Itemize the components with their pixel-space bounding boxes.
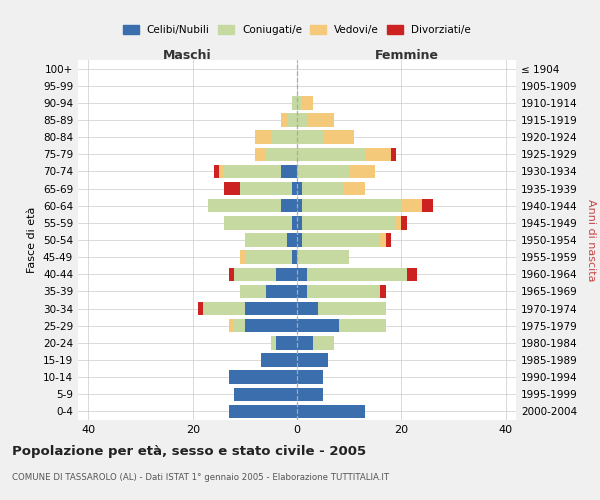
Y-axis label: Fasce di età: Fasce di età xyxy=(28,207,37,273)
Bar xyxy=(281,114,287,126)
Bar xyxy=(229,319,235,332)
Bar xyxy=(318,302,386,316)
Bar xyxy=(198,302,203,316)
Bar xyxy=(401,216,407,230)
Bar xyxy=(235,388,297,401)
Bar xyxy=(229,370,297,384)
Bar xyxy=(266,148,297,161)
Bar xyxy=(245,250,292,264)
Bar xyxy=(297,216,302,230)
Bar xyxy=(287,234,297,246)
Bar xyxy=(349,164,375,178)
Bar xyxy=(302,199,401,212)
Bar xyxy=(297,284,307,298)
Bar xyxy=(229,268,235,281)
Bar xyxy=(313,336,334,349)
Bar xyxy=(297,114,307,126)
Bar xyxy=(307,114,334,126)
Bar xyxy=(224,182,239,196)
Bar xyxy=(235,268,276,281)
Bar xyxy=(203,302,245,316)
Bar xyxy=(297,250,349,264)
Bar xyxy=(297,319,339,332)
Bar xyxy=(292,250,297,264)
Bar xyxy=(292,216,297,230)
Bar xyxy=(276,336,297,349)
Text: COMUNE DI TASSAROLO (AL) - Dati ISTAT 1° gennaio 2005 - Elaborazione TUTTITALIA.: COMUNE DI TASSAROLO (AL) - Dati ISTAT 1°… xyxy=(12,472,389,482)
Bar xyxy=(297,96,302,110)
Bar xyxy=(297,370,323,384)
Bar xyxy=(380,284,386,298)
Bar xyxy=(302,96,313,110)
Bar xyxy=(297,234,302,246)
Bar xyxy=(245,234,287,246)
Text: Femmine: Femmine xyxy=(374,48,439,62)
Bar xyxy=(239,250,245,264)
Legend: Celibi/Nubili, Coniugati/e, Vedovi/e, Divorziati/e: Celibi/Nubili, Coniugati/e, Vedovi/e, Di… xyxy=(120,22,474,38)
Bar xyxy=(307,268,407,281)
Bar xyxy=(271,130,297,144)
Bar xyxy=(224,164,281,178)
Bar xyxy=(224,216,292,230)
Bar xyxy=(292,96,297,110)
Bar xyxy=(396,216,401,230)
Bar xyxy=(281,199,297,212)
Bar xyxy=(297,354,328,366)
Bar xyxy=(208,199,281,212)
Bar xyxy=(287,114,297,126)
Bar xyxy=(297,182,302,196)
Bar xyxy=(297,302,318,316)
Bar xyxy=(281,164,297,178)
Bar xyxy=(239,182,292,196)
Bar xyxy=(239,284,266,298)
Bar xyxy=(307,284,380,298)
Bar xyxy=(229,404,297,418)
Bar xyxy=(401,199,422,212)
Bar xyxy=(297,388,323,401)
Bar xyxy=(297,199,302,212)
Bar xyxy=(297,336,313,349)
Bar xyxy=(245,319,297,332)
Bar xyxy=(297,404,365,418)
Bar xyxy=(297,268,307,281)
Bar xyxy=(255,148,266,161)
Text: Maschi: Maschi xyxy=(163,48,212,62)
Bar xyxy=(339,319,386,332)
Bar xyxy=(344,182,365,196)
Bar xyxy=(391,148,396,161)
Bar xyxy=(235,319,245,332)
Bar xyxy=(302,216,396,230)
Bar xyxy=(365,148,391,161)
Bar xyxy=(297,148,365,161)
Bar xyxy=(422,199,433,212)
Bar xyxy=(386,234,391,246)
Y-axis label: Anni di nascita: Anni di nascita xyxy=(586,198,596,281)
Bar xyxy=(255,130,271,144)
Bar xyxy=(292,182,297,196)
Bar xyxy=(302,234,380,246)
Bar xyxy=(380,234,386,246)
Bar xyxy=(323,130,355,144)
Bar xyxy=(276,268,297,281)
Text: Popolazione per età, sesso e stato civile - 2005: Popolazione per età, sesso e stato civil… xyxy=(12,445,366,458)
Bar xyxy=(219,164,224,178)
Bar xyxy=(260,354,297,366)
Bar xyxy=(266,284,297,298)
Bar xyxy=(245,302,297,316)
Bar xyxy=(302,182,344,196)
Bar xyxy=(407,268,417,281)
Bar xyxy=(297,130,323,144)
Bar xyxy=(214,164,219,178)
Bar xyxy=(297,164,349,178)
Bar xyxy=(271,336,276,349)
